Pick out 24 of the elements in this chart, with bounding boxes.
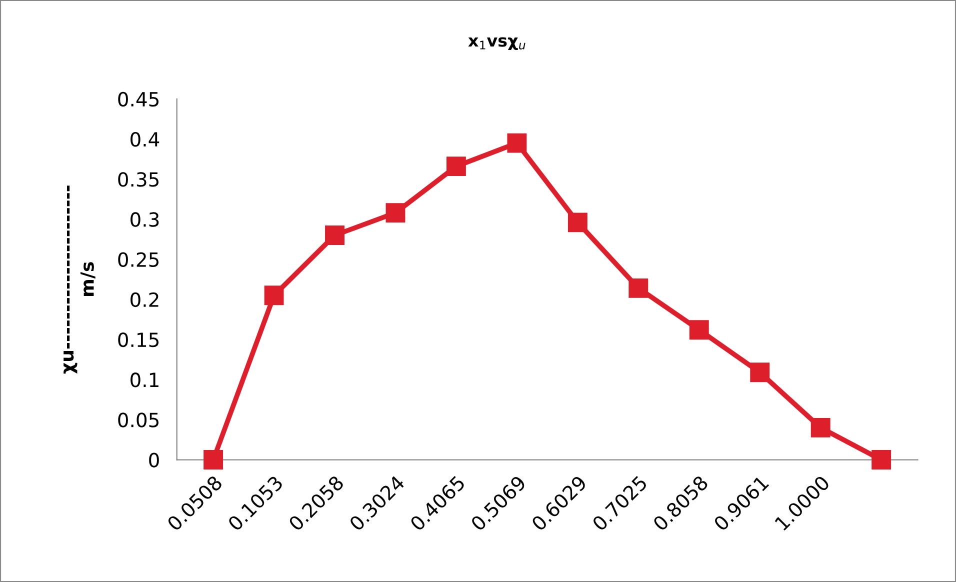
- point: [325, 226, 344, 245]
- point: [872, 450, 892, 470]
- y-tick-label: 0.25: [118, 252, 158, 267]
- y-tick-label: 0.45: [118, 92, 158, 107]
- point: [750, 362, 770, 382]
- y-tick-label: 0.4: [130, 132, 160, 147]
- point: [507, 133, 527, 153]
- point: [568, 212, 588, 232]
- y-tick-label: 0.1: [130, 372, 158, 388]
- point: [386, 203, 406, 223]
- y-tick-label: 0.2: [130, 292, 158, 308]
- point: [810, 418, 830, 438]
- y-tick-label: 0: [149, 452, 159, 468]
- y-axis-title: χu---------------------- m/s: [64, 186, 96, 374]
- chart-title: x$_{1}$vsχ$_{u}$: [468, 37, 526, 50]
- y-tick-label: 0.15: [118, 332, 158, 348]
- point: [204, 450, 224, 470]
- point: [446, 156, 466, 176]
- point: [689, 320, 709, 340]
- y-tick-label: 0.3: [130, 212, 159, 227]
- y-tick-label: 0.05: [118, 412, 158, 428]
- y-tick-label: 0.35: [118, 172, 158, 187]
- point: [628, 278, 648, 298]
- point: [264, 286, 284, 306]
